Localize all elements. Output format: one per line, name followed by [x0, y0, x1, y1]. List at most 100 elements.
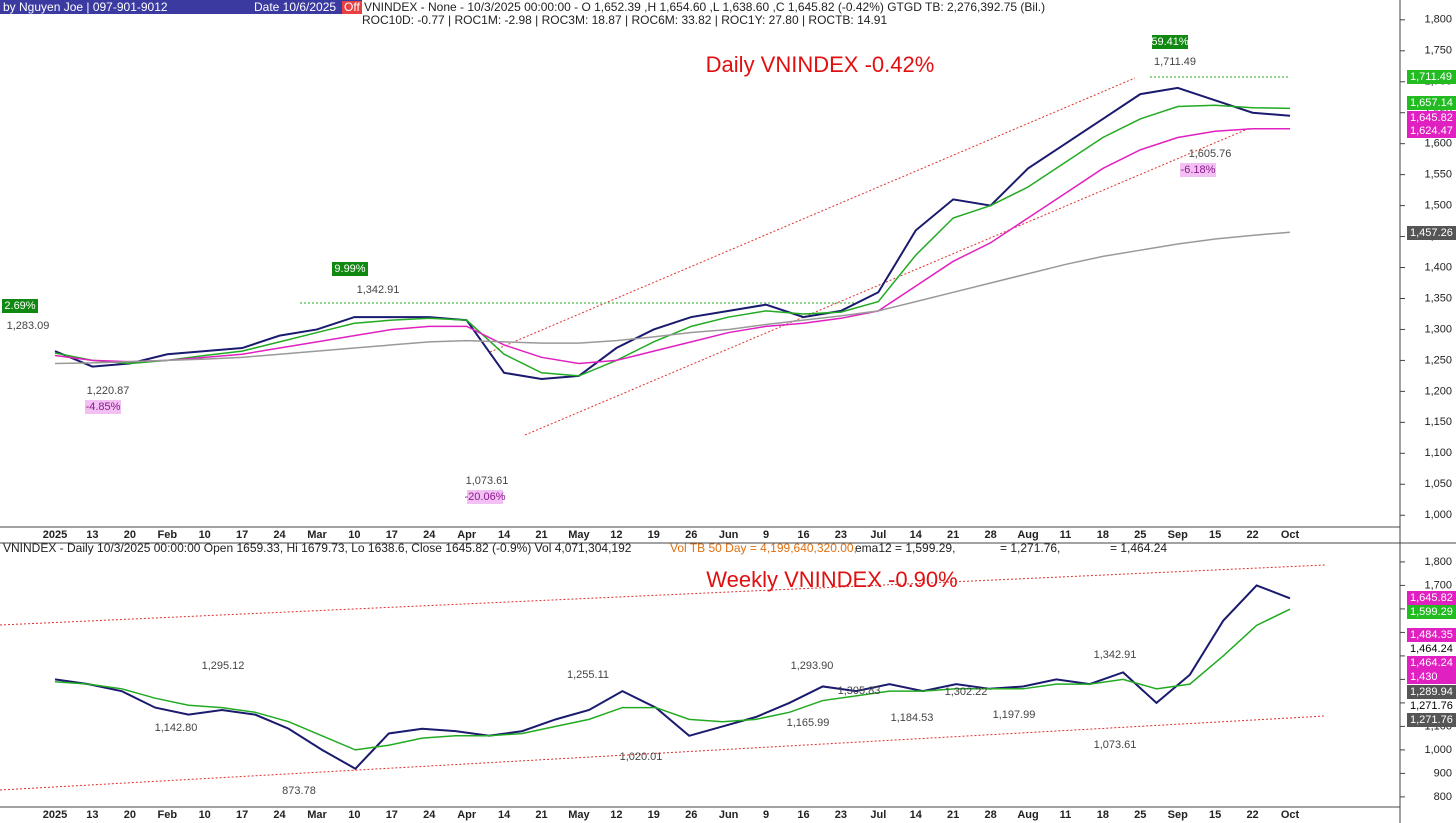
- author: by Nguyen Joe | 097-901-9012: [3, 0, 168, 14]
- price-tag-bg: [1407, 656, 1456, 670]
- x-tick-label: 10: [348, 809, 360, 821]
- chart-title: Weekly VNINDEX -0.90%: [706, 567, 957, 592]
- off-badge: [342, 1, 362, 14]
- x-tick-label: 18: [1097, 529, 1109, 541]
- price-tag-bg: [1407, 591, 1456, 605]
- x-tick-label: 24: [423, 529, 436, 541]
- panel-header: Vol TB 50 Day = 4,199,640,320.00,: [670, 541, 857, 555]
- y-tick-label: 1,600: [1424, 138, 1452, 150]
- x-tick-label: 24: [273, 809, 286, 821]
- x-tick-label: 10: [348, 529, 360, 541]
- x-tick-label: 26: [685, 809, 697, 821]
- x-tick-label: 21: [947, 809, 959, 821]
- x-tick-label: 19: [648, 809, 660, 821]
- x-tick-label: 28: [984, 529, 996, 541]
- x-tick-label: 16: [797, 529, 809, 541]
- x-tick-label: Jun: [719, 809, 739, 821]
- x-tick-label: 15: [1209, 809, 1221, 821]
- x-tick-label: Mar: [307, 529, 327, 541]
- y-tick-label: 1,550: [1424, 169, 1452, 181]
- y-tick-label: 1,300: [1424, 323, 1452, 335]
- y-tick-label: 1,350: [1424, 292, 1452, 304]
- x-tick-label: May: [568, 529, 590, 541]
- x-tick-label: 24: [273, 529, 286, 541]
- y-tick-label: 1,750: [1424, 45, 1452, 57]
- x-tick-label: 18: [1097, 809, 1109, 821]
- x-tick-label: 24: [423, 809, 436, 821]
- x-tick-label: 26: [685, 529, 697, 541]
- y-tick-label: 1,800: [1424, 556, 1452, 568]
- price-tag-bg: [1407, 124, 1456, 138]
- annotation-badge: [2, 299, 38, 313]
- panel-header: = 1,464.24: [1110, 541, 1167, 555]
- annotation: 1,305.83: [838, 685, 881, 697]
- y-tick-label: 1,250: [1424, 354, 1452, 366]
- annotation: 1,283.09: [7, 320, 50, 332]
- y-tick-label: 1,100: [1424, 447, 1452, 459]
- price-tag: 1,430: [1410, 671, 1438, 683]
- x-tick-label: 19: [648, 529, 660, 541]
- y-tick-label: 1,000: [1424, 744, 1452, 756]
- annotation: 1,605.76: [1189, 148, 1232, 160]
- annotation: 2.69%: [4, 300, 35, 312]
- x-tick-label: 13: [86, 529, 98, 541]
- y-tick-label: 1,150: [1424, 416, 1452, 428]
- x-tick-label: Aug: [1017, 809, 1038, 821]
- annotation: 873.78: [282, 785, 316, 797]
- x-tick-label: 9: [763, 809, 769, 821]
- y-tick-label: 1,700: [1424, 579, 1452, 591]
- x-tick-label: 11: [1060, 809, 1072, 821]
- y-tick-label: 1,400: [1424, 261, 1452, 273]
- annotation: 9.99%: [334, 263, 365, 275]
- x-tick-label: 14: [498, 809, 511, 821]
- price-tag: 1,645.82: [1410, 112, 1453, 124]
- annotation-badge: [1152, 35, 1188, 49]
- x-tick-label: Jun: [719, 529, 739, 541]
- price-tag: 1,645.82: [1410, 592, 1453, 604]
- annotation: -20.06%: [465, 491, 506, 503]
- annotation: 1,295.12: [202, 660, 245, 672]
- y-tick-label: 1,800: [1424, 14, 1452, 26]
- price-tag: 1,484.35: [1410, 629, 1453, 641]
- annotation-badge: [1180, 163, 1216, 177]
- x-tick-label: 22: [1246, 529, 1258, 541]
- price-tag: 1,711.49: [1410, 71, 1452, 83]
- price-tag-bg: [1407, 699, 1456, 713]
- x-tick-label: Feb: [157, 809, 177, 821]
- x-tick-label: 16: [797, 809, 809, 821]
- x-tick-label: 12: [610, 529, 622, 541]
- price-tag-bg: [1407, 70, 1456, 84]
- price-tag: 1,599.29: [1410, 606, 1453, 618]
- x-tick-label: 20: [124, 809, 136, 821]
- x-tick-label: Sep: [1168, 529, 1188, 541]
- price-tag: 1,464.24: [1410, 643, 1453, 655]
- annotation: 1,073.61: [466, 475, 509, 487]
- annotation: 1,197.99: [993, 709, 1036, 721]
- x-tick-label: 28: [984, 809, 996, 821]
- y-tick-label: 1,000: [1424, 509, 1452, 521]
- x-tick-label: Aug: [1017, 529, 1038, 541]
- trend-channel: [0, 715, 1326, 791]
- x-tick-label: 23: [835, 529, 847, 541]
- price-line: [54, 584, 1291, 770]
- price-tag: 1,464.24: [1410, 657, 1453, 669]
- x-tick-label: 21: [535, 529, 547, 541]
- x-tick-label: Mar: [307, 809, 327, 821]
- price-tag: 1,271.76: [1410, 700, 1453, 712]
- chart-title: Daily VNINDEX -0.42%: [706, 52, 935, 77]
- x-tick-label: May: [568, 809, 590, 821]
- price-tag-bg: [1407, 226, 1456, 240]
- price-tag: 1,624.47: [1410, 125, 1453, 137]
- x-tick-label: 14: [910, 529, 923, 541]
- price-tag: 1,289.94: [1410, 686, 1453, 698]
- x-tick-label: 15: [1209, 529, 1221, 541]
- x-tick-label: 14: [910, 809, 923, 821]
- annotation: 1,142.80: [155, 722, 198, 734]
- x-tick-label: 9: [763, 529, 769, 541]
- panel-header: VNINDEX - Daily 10/3/2025 00:00:00 Open …: [3, 541, 632, 555]
- annotation: 1,020.01: [620, 751, 663, 763]
- x-tick-label: 14: [498, 529, 511, 541]
- trend-channel: [0, 564, 1326, 626]
- off[interactable]: Off: [344, 0, 360, 14]
- x-tick-label: 23: [835, 809, 847, 821]
